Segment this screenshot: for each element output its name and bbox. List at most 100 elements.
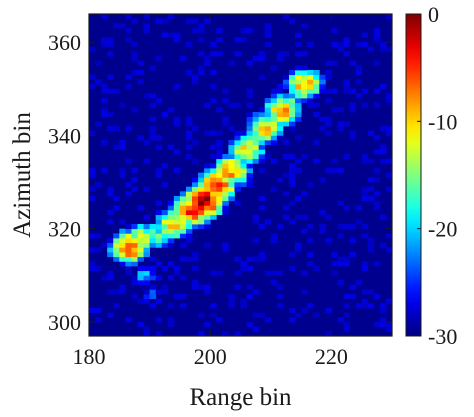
heatmap-cell [222,121,229,127]
heatmap-cell [185,144,193,150]
heatmap-cell [325,98,332,104]
heatmap-cell [143,280,150,286]
heatmap-cell [125,84,132,90]
heatmap-cell [301,74,308,80]
heatmap-cell [185,233,193,239]
heatmap-cell [137,238,144,244]
heatmap-cell [107,289,114,295]
heatmap-cell [276,116,284,122]
heatmap-cell [192,79,199,85]
heatmap-cell [137,298,144,304]
heatmap-cell [222,196,229,202]
heatmap-cell [125,270,132,276]
heatmap-cell [198,37,205,43]
heatmap-cell [204,322,211,328]
heatmap-cell [355,79,363,85]
heatmap-cell [295,79,302,85]
heatmap-cell [101,107,108,113]
heatmap-cell [288,266,296,272]
heatmap-cell [301,88,308,94]
heatmap-cell [125,317,132,323]
heatmap-cell [149,224,157,230]
heatmap-cell [295,65,302,71]
heatmap-cell [270,88,278,94]
heatmap-cell [355,205,363,211]
heatmap-cell [234,163,241,169]
heatmap-cell [295,70,302,76]
heatmap-cell [252,135,260,141]
heatmap-cell [270,130,278,136]
heatmap-cell [270,65,278,71]
heatmap-cell [288,84,296,90]
heatmap-cell [252,112,260,118]
heatmap-cell [155,56,163,62]
heatmap-cell [240,261,247,267]
plot-area [88,13,393,337]
heatmap-cell [131,261,138,267]
heatmap-cell [185,200,193,206]
heatmap-cell [179,196,187,202]
heatmap-cell [89,130,96,136]
heatmap-cell [331,252,338,258]
heatmap-cell [222,186,229,192]
heatmap-cell [270,238,278,244]
heatmap-cell [240,172,247,178]
heatmap-cell [373,294,381,300]
heatmap-cell [143,298,150,304]
heatmap-cell [325,60,332,66]
heatmap-cell [216,196,223,202]
heatmap-cell [264,42,272,48]
heatmap-cell [325,74,332,80]
heatmap-cell [161,266,169,272]
heatmap-cell [204,177,211,183]
heatmap-cell [167,144,175,150]
heatmap-cell [252,130,260,136]
heatmap-cell [137,70,144,76]
heatmap-cell [276,112,284,118]
heatmap-cell [258,116,266,122]
heatmap-cell [216,210,223,216]
heatmap-cell [185,196,193,202]
heatmap-cell [252,256,260,262]
heatmap-cell [155,275,163,281]
heatmap-cell [119,140,126,146]
heatmap-cell [301,98,308,104]
heatmap-cell [119,228,126,234]
heatmap-cell [155,18,163,24]
heatmap-cell [137,135,144,141]
heatmap-cell [295,242,302,248]
heatmap-cell [179,56,187,62]
heatmap-cell [228,172,235,178]
heatmap-cell [107,186,114,192]
heatmap-cell [276,56,284,62]
heatmap-cell [113,144,120,150]
heatmap-cell [361,191,369,197]
heatmap-cell [379,317,387,323]
heatmap-cell [361,154,369,160]
heatmap-cell [204,168,211,174]
heatmap-cell [89,74,96,80]
heatmap-cell [149,242,157,248]
heatmap-cell [373,60,381,66]
heatmap-cell [343,303,350,309]
heatmap-cell [270,280,278,286]
heatmap-cell [367,130,375,136]
heatmap-cell [246,154,254,160]
heatmap-cell [240,163,247,169]
heatmap-cell [295,32,302,38]
heatmap-cell [301,270,308,276]
heatmap-cell [179,294,187,300]
heatmap-cell [95,247,102,253]
heatmap-cell [379,46,387,52]
heatmap-cell [185,214,193,220]
heatmap-cell [192,284,199,290]
heatmap-cell [246,126,254,132]
heatmap-cell [89,168,96,174]
heatmap-cell [131,247,138,253]
heatmap-cell [119,256,126,262]
heatmap-cell [204,163,211,169]
heatmap-cell [131,70,138,76]
heatmap-cell [367,289,375,295]
heatmap-cell [270,102,278,108]
heatmap-cell [246,112,254,118]
